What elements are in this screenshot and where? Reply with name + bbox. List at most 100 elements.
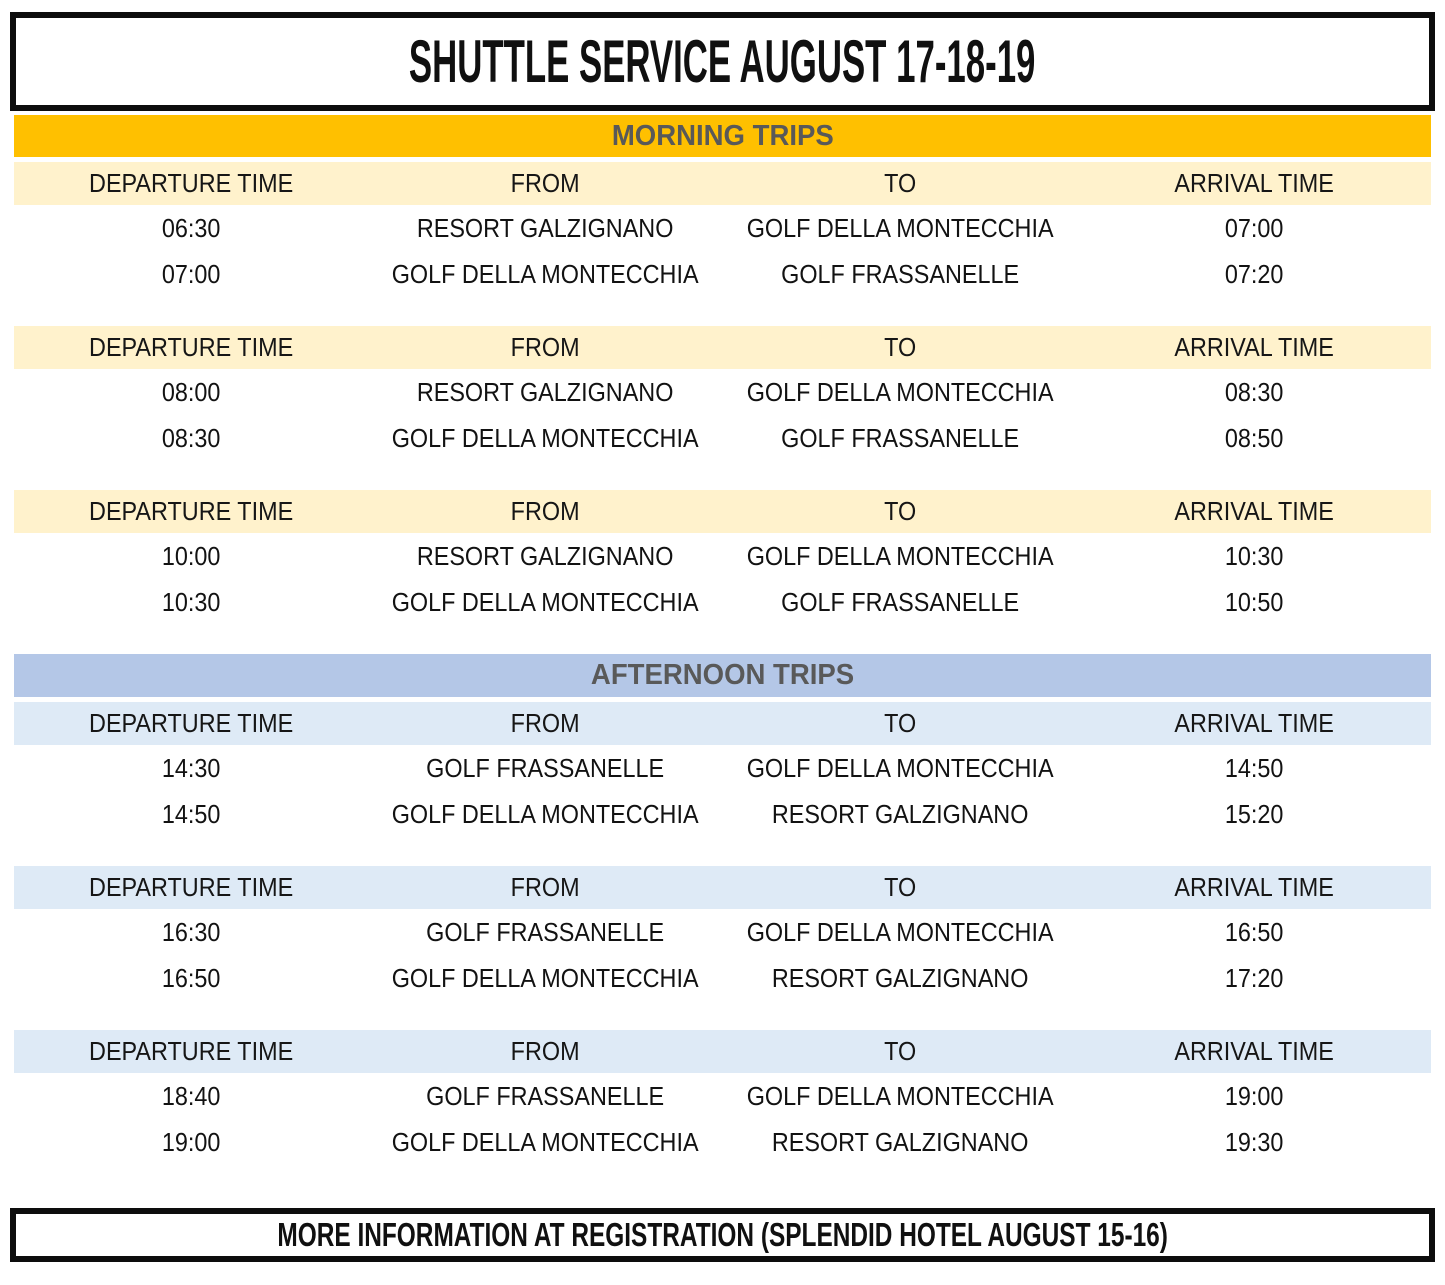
column-header-departure-time: DEPARTURE TIME: [89, 332, 294, 362]
table-row: 08:30 GOLF DELLA MONTECCHIA GOLF FRASSAN…: [14, 415, 1431, 461]
table-row: 18:40 GOLF FRASSANELLE GOLF DELLA MONTEC…: [14, 1073, 1431, 1119]
table-row: 14:30 GOLF FRASSANELLE GOLF DELLA MONTEC…: [14, 745, 1431, 791]
cell-arrival-time: 14:50: [1224, 752, 1284, 783]
column-header-arrival-time: ARRIVAL TIME: [1174, 496, 1334, 526]
page-title: SHUTTLE SERVICE AUGUST 17-18-19: [409, 28, 1036, 95]
column-header-departure-time: DEPARTURE TIME: [89, 168, 294, 198]
cell-from: GOLF DELLA MONTECCHIA: [391, 422, 699, 453]
column-header-from: FROM: [510, 872, 580, 902]
column-header-arrival-time: ARRIVAL TIME: [1174, 708, 1334, 738]
schedule-content: MORNING TRIPS DEPARTURE TIME FROM TO ARR…: [14, 115, 1431, 1165]
title-box: SHUTTLE SERVICE AUGUST 17-18-19: [10, 12, 1435, 111]
column-header-arrival-time: ARRIVAL TIME: [1174, 1036, 1334, 1066]
column-header-to: TO: [883, 168, 916, 198]
table-row: 16:30 GOLF FRASSANELLE GOLF DELLA MONTEC…: [14, 909, 1431, 955]
morning-section-band: MORNING TRIPS: [14, 115, 1431, 157]
cell-departure-time: 08:30: [161, 422, 221, 453]
cell-to: GOLF DELLA MONTECCHIA: [746, 540, 1054, 571]
cell-arrival-time: 19:00: [1224, 1080, 1284, 1111]
column-header-to: TO: [883, 872, 916, 902]
cell-departure-time: 06:30: [161, 212, 221, 243]
cell-to: GOLF FRASSANELLE: [780, 422, 1019, 453]
cell-departure-time: 08:00: [161, 376, 221, 407]
cell-departure-time: 10:00: [161, 540, 221, 571]
column-header-from: FROM: [510, 332, 580, 362]
cell-from: RESORT GALZIGNANO: [417, 540, 674, 571]
column-header-to: TO: [883, 496, 916, 526]
cell-departure-time: 16:50: [161, 962, 221, 993]
column-header-to: TO: [883, 1036, 916, 1066]
column-header-row: DEPARTURE TIME FROM TO ARRIVAL TIME: [14, 490, 1431, 533]
column-header-row: DEPARTURE TIME FROM TO ARRIVAL TIME: [14, 162, 1431, 205]
column-header-departure-time: DEPARTURE TIME: [89, 708, 294, 738]
column-header-row: DEPARTURE TIME FROM TO ARRIVAL TIME: [14, 326, 1431, 369]
column-header-from: FROM: [510, 168, 580, 198]
table-row: 16:50 GOLF DELLA MONTECCHIA RESORT GALZI…: [14, 955, 1431, 1001]
footer-box: MORE INFORMATION AT REGISTRATION (SPLEND…: [10, 1208, 1435, 1262]
cell-to: RESORT GALZIGNANO: [771, 798, 1028, 829]
cell-arrival-time: 19:30: [1224, 1126, 1284, 1157]
column-header-departure-time: DEPARTURE TIME: [89, 1036, 294, 1066]
trip-group-morning-3: DEPARTURE TIME FROM TO ARRIVAL TIME 10:0…: [14, 490, 1431, 625]
afternoon-section-label: AFTERNOON TRIPS: [590, 659, 855, 691]
cell-to: RESORT GALZIGNANO: [771, 1126, 1028, 1157]
cell-arrival-time: 07:20: [1224, 258, 1284, 289]
morning-section-label: MORNING TRIPS: [611, 119, 834, 152]
column-header-row: DEPARTURE TIME FROM TO ARRIVAL TIME: [14, 1030, 1431, 1073]
afternoon-section-band: AFTERNOON TRIPS: [14, 654, 1431, 697]
trip-group-afternoon-1: DEPARTURE TIME FROM TO ARRIVAL TIME 14:3…: [14, 702, 1431, 837]
cell-from: RESORT GALZIGNANO: [417, 212, 674, 243]
column-header-arrival-time: ARRIVAL TIME: [1174, 332, 1334, 362]
cell-to: RESORT GALZIGNANO: [771, 962, 1028, 993]
cell-departure-time: 07:00: [161, 258, 221, 289]
column-header-arrival-time: ARRIVAL TIME: [1174, 168, 1334, 198]
table-row: 06:30 RESORT GALZIGNANO GOLF DELLA MONTE…: [14, 205, 1431, 251]
cell-departure-time: 19:00: [161, 1126, 221, 1157]
cell-departure-time: 10:30: [161, 586, 221, 617]
cell-arrival-time: 17:20: [1224, 962, 1284, 993]
column-header-row: DEPARTURE TIME FROM TO ARRIVAL TIME: [14, 866, 1431, 909]
column-header-from: FROM: [510, 708, 580, 738]
column-header-to: TO: [883, 708, 916, 738]
cell-to: GOLF FRASSANELLE: [780, 586, 1019, 617]
column-header-to: TO: [883, 332, 916, 362]
table-row: 10:30 GOLF DELLA MONTECCHIA GOLF FRASSAN…: [14, 579, 1431, 625]
cell-to: GOLF DELLA MONTECCHIA: [746, 1080, 1054, 1111]
column-header-departure-time: DEPARTURE TIME: [89, 872, 294, 902]
table-row: 08:00 RESORT GALZIGNANO GOLF DELLA MONTE…: [14, 369, 1431, 415]
trip-group-morning-1: DEPARTURE TIME FROM TO ARRIVAL TIME 06:3…: [14, 162, 1431, 297]
column-header-from: FROM: [510, 1036, 580, 1066]
cell-from: GOLF DELLA MONTECCHIA: [391, 586, 699, 617]
cell-departure-time: 16:30: [161, 916, 221, 947]
table-row: 14:50 GOLF DELLA MONTECCHIA RESORT GALZI…: [14, 791, 1431, 837]
column-header-row: DEPARTURE TIME FROM TO ARRIVAL TIME: [14, 702, 1431, 745]
cell-from: RESORT GALZIGNANO: [417, 376, 674, 407]
trip-group-morning-2: DEPARTURE TIME FROM TO ARRIVAL TIME 08:0…: [14, 326, 1431, 461]
cell-from: GOLF DELLA MONTECCHIA: [391, 798, 699, 829]
cell-to: GOLF DELLA MONTECCHIA: [746, 752, 1054, 783]
column-header-arrival-time: ARRIVAL TIME: [1174, 872, 1334, 902]
cell-arrival-time: 08:30: [1224, 376, 1284, 407]
table-row: 07:00 GOLF DELLA MONTECCHIA GOLF FRASSAN…: [14, 251, 1431, 297]
cell-to: GOLF DELLA MONTECCHIA: [746, 376, 1054, 407]
trip-group-afternoon-3: DEPARTURE TIME FROM TO ARRIVAL TIME 18:4…: [14, 1030, 1431, 1165]
table-row: 19:00 GOLF DELLA MONTECCHIA RESORT GALZI…: [14, 1119, 1431, 1165]
footer-note: MORE INFORMATION AT REGISTRATION (SPLEND…: [277, 1216, 1168, 1253]
column-header-departure-time: DEPARTURE TIME: [89, 496, 294, 526]
table-row: 10:00 RESORT GALZIGNANO GOLF DELLA MONTE…: [14, 533, 1431, 579]
cell-from: GOLF DELLA MONTECCHIA: [391, 962, 699, 993]
cell-to: GOLF FRASSANELLE: [780, 258, 1019, 289]
cell-arrival-time: 10:50: [1224, 586, 1284, 617]
cell-departure-time: 18:40: [161, 1080, 221, 1111]
cell-arrival-time: 15:20: [1224, 798, 1284, 829]
column-header-from: FROM: [510, 496, 580, 526]
cell-to: GOLF DELLA MONTECCHIA: [746, 212, 1054, 243]
cell-from: GOLF DELLA MONTECCHIA: [391, 1126, 699, 1157]
cell-arrival-time: 10:30: [1224, 540, 1284, 571]
cell-arrival-time: 16:50: [1224, 916, 1284, 947]
cell-arrival-time: 08:50: [1224, 422, 1284, 453]
cell-from: GOLF FRASSANELLE: [426, 1080, 665, 1111]
trip-group-afternoon-2: DEPARTURE TIME FROM TO ARRIVAL TIME 16:3…: [14, 866, 1431, 1001]
cell-from: GOLF DELLA MONTECCHIA: [391, 258, 699, 289]
